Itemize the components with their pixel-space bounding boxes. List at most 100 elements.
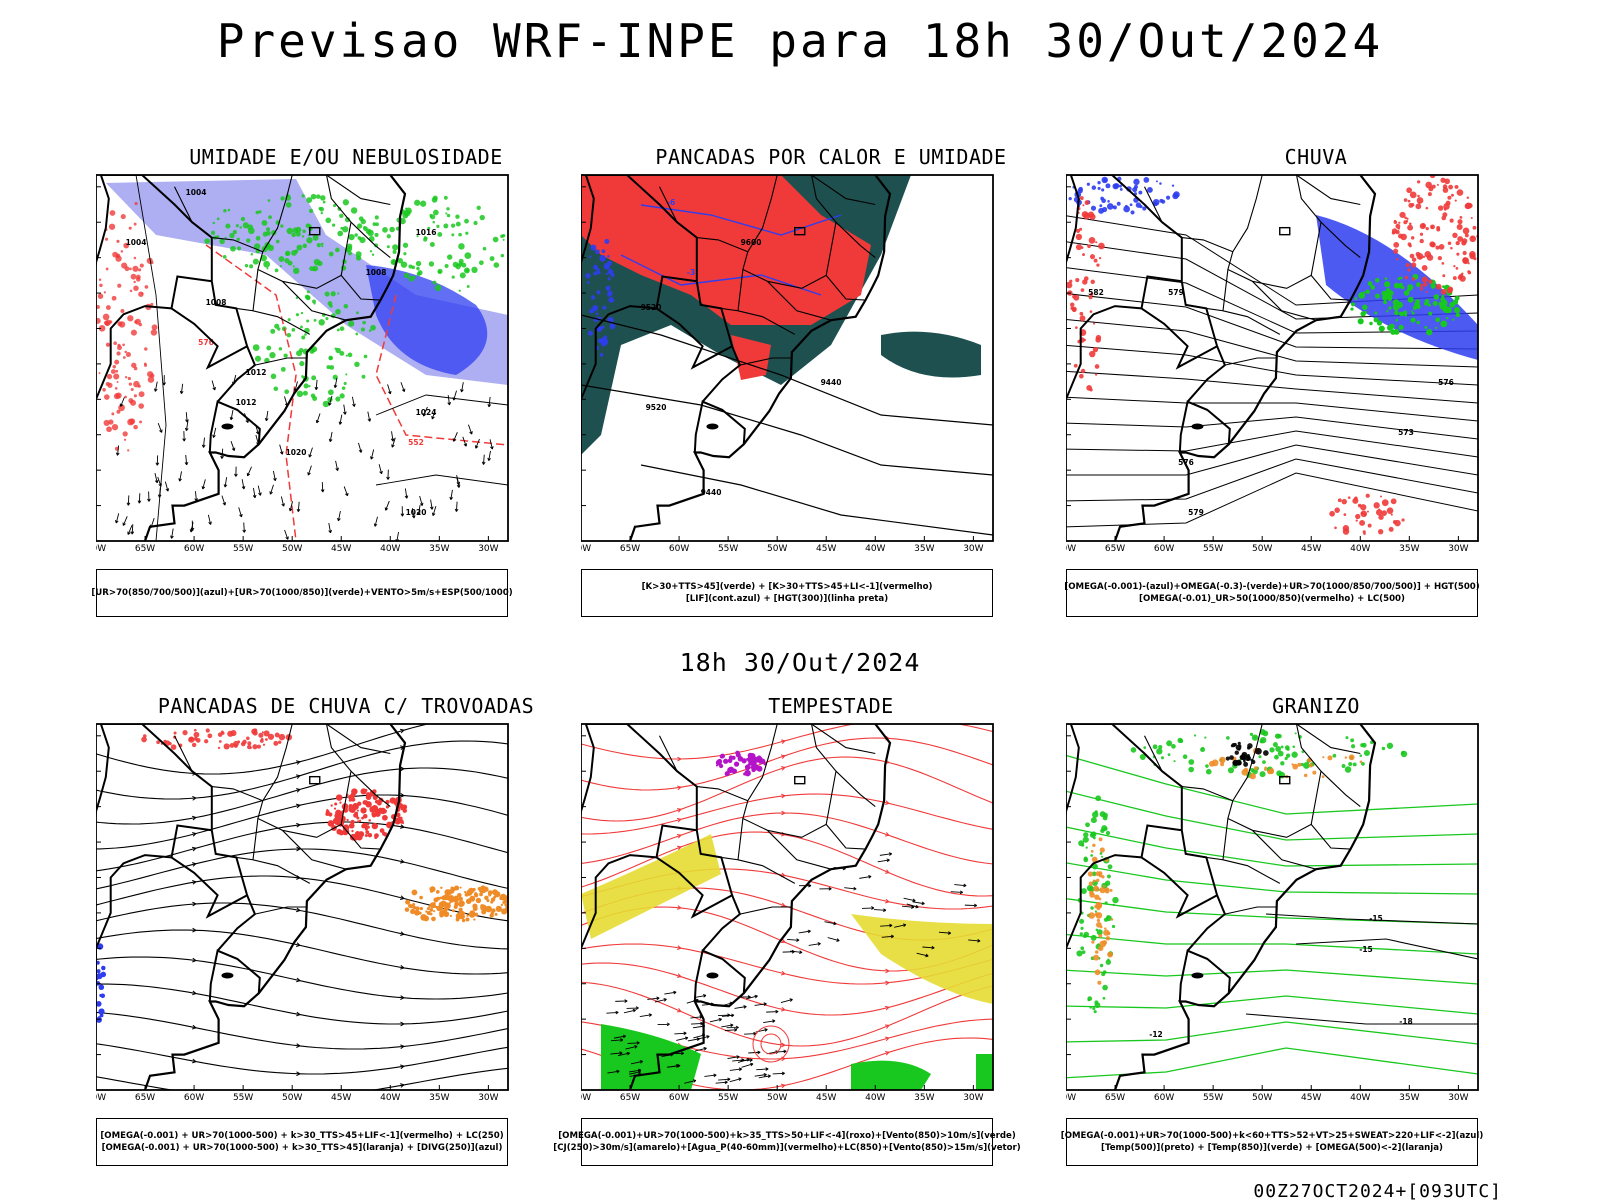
temperature-850-contour xyxy=(1102,812,1108,818)
thunderstorm-area xyxy=(191,742,197,748)
rain-area xyxy=(1098,242,1105,250)
convective-area xyxy=(419,906,424,911)
legend-line: [LIF](cont.azul) + [HGT(300)](linha pret… xyxy=(685,594,889,604)
lake-shape xyxy=(1191,972,1204,979)
wind-vector xyxy=(763,1019,776,1023)
country-border xyxy=(96,305,172,443)
wind-vector xyxy=(333,377,338,389)
temperature-850-contour xyxy=(1105,830,1111,836)
wind-vector xyxy=(391,437,396,448)
lon-label: 30W xyxy=(1448,1093,1468,1103)
wind-vector xyxy=(954,883,967,888)
lon-label: 30W xyxy=(1448,544,1468,554)
rain-area xyxy=(1089,254,1096,260)
convective-area xyxy=(472,903,478,909)
humidity-low-level xyxy=(320,211,324,215)
wind-vector xyxy=(257,485,262,496)
omega-500-area xyxy=(1344,756,1348,759)
map-frame xyxy=(1066,174,1479,542)
humidity-low-level xyxy=(450,223,456,228)
humidity-low-level xyxy=(246,238,251,243)
lifted-index-contour xyxy=(599,254,606,262)
state-border xyxy=(1320,770,1361,808)
humidity-low-level xyxy=(239,226,243,229)
convective-area xyxy=(493,895,497,899)
omega-500-area xyxy=(1099,847,1105,853)
lifted-index-contour xyxy=(589,308,595,314)
map-tempestade[interactable]: 12S15S18S21S24S27S30S33S36S39S42S70W65W6… xyxy=(581,722,1081,1122)
humidity-low-level xyxy=(461,262,467,268)
state-border xyxy=(1222,859,1281,884)
humidity-low-level xyxy=(458,289,461,292)
humidity-low-level xyxy=(280,196,285,201)
temperature-850-contour xyxy=(1294,732,1297,735)
rain-area xyxy=(1447,286,1454,293)
cyclone-contour xyxy=(752,1025,790,1063)
thunderstorm-area xyxy=(141,736,147,743)
panel-pancadas-calor: PANCADAS POR CALOR E UMIDADE 9600 9520 944… xyxy=(581,145,1081,625)
wind-vector xyxy=(964,903,978,908)
country-border xyxy=(1140,824,1219,919)
thickness-contour xyxy=(139,263,144,268)
rain-area xyxy=(1440,288,1447,295)
map-group: -15-15-12-1812S15S18S21S24S27S30S33S36S3… xyxy=(1066,723,1479,1103)
thickness-contour xyxy=(107,382,113,388)
streamline xyxy=(96,848,508,890)
convective-area xyxy=(429,912,433,916)
wind-vector xyxy=(690,1021,704,1026)
omega-area xyxy=(1099,204,1103,208)
map-granizo[interactable]: -15-15-12-1812S15S18S21S24S27S30S33S36S3… xyxy=(1066,722,1566,1122)
streamline-arrow xyxy=(399,728,405,734)
temperature-850-contour xyxy=(1092,1006,1096,1011)
map-umidade[interactable]: 1004100410081012101610201024102057655210… xyxy=(96,173,596,573)
humidity-low-level xyxy=(322,200,326,204)
thunderstorm-area xyxy=(389,797,397,804)
humidity-low-level xyxy=(443,223,449,229)
lon-label: 70W xyxy=(1066,544,1076,554)
humidity-low-level xyxy=(354,233,358,237)
omega-area xyxy=(1119,188,1123,191)
temperature-500-contour xyxy=(1235,759,1242,766)
rain-area xyxy=(1405,263,1410,267)
map-pancadas-trovoadas[interactable]: 12S15S18S21S24S27S30S33S36S39S42S70W65W6… xyxy=(96,722,596,1122)
omega-area xyxy=(1101,176,1108,184)
humidity-low-level xyxy=(443,195,448,200)
streamline-arrow xyxy=(400,931,405,936)
wind-vector xyxy=(664,990,677,995)
humidity-low-level xyxy=(335,347,341,354)
thunderstorm-area xyxy=(207,733,213,739)
wind-vector xyxy=(404,488,409,499)
humidity-low-level xyxy=(501,233,506,238)
lifted-index-contour xyxy=(601,336,608,343)
temperature-850-contour xyxy=(1188,766,1194,773)
wind-vector xyxy=(122,516,128,526)
thunderstorm-area xyxy=(363,800,369,806)
omega-500-area xyxy=(1093,885,1100,892)
map-pancadas-calor[interactable]: 96009520944095209440-3-612S15S18S21S24S2… xyxy=(581,173,1081,573)
humidity-low-level xyxy=(261,220,268,226)
panel-legend: [K>30+TTS>45](verde) + [K>30+TTS>45+LI<-… xyxy=(581,569,993,617)
lon-label: 40W xyxy=(380,544,400,554)
convective-area xyxy=(475,897,482,904)
convective-area xyxy=(466,889,473,896)
wind-vector xyxy=(827,937,840,942)
coastline-east xyxy=(143,175,407,541)
omega-strong-area xyxy=(1374,311,1378,315)
lifted-index-contour xyxy=(585,273,591,279)
thickness-contour xyxy=(127,449,130,452)
map-chuva[interactable]: 58257957657357657912S15S18S21S24S27S30S3… xyxy=(1066,173,1566,573)
humidity-low-level xyxy=(284,258,290,264)
country-border xyxy=(1140,275,1219,370)
wind-vector xyxy=(269,484,274,495)
humidity-low-level xyxy=(342,226,349,233)
thickness-contour xyxy=(130,329,137,336)
wind-vector xyxy=(709,1017,722,1023)
map-content xyxy=(96,724,508,1090)
streamline-arrow xyxy=(781,970,786,976)
map-frame xyxy=(581,723,994,1091)
thunderstorm-area xyxy=(366,823,370,826)
state-border xyxy=(721,269,744,312)
temperature-850-contour xyxy=(1066,754,1478,815)
humidity-low-level xyxy=(320,242,324,246)
country-border xyxy=(1066,724,1080,812)
